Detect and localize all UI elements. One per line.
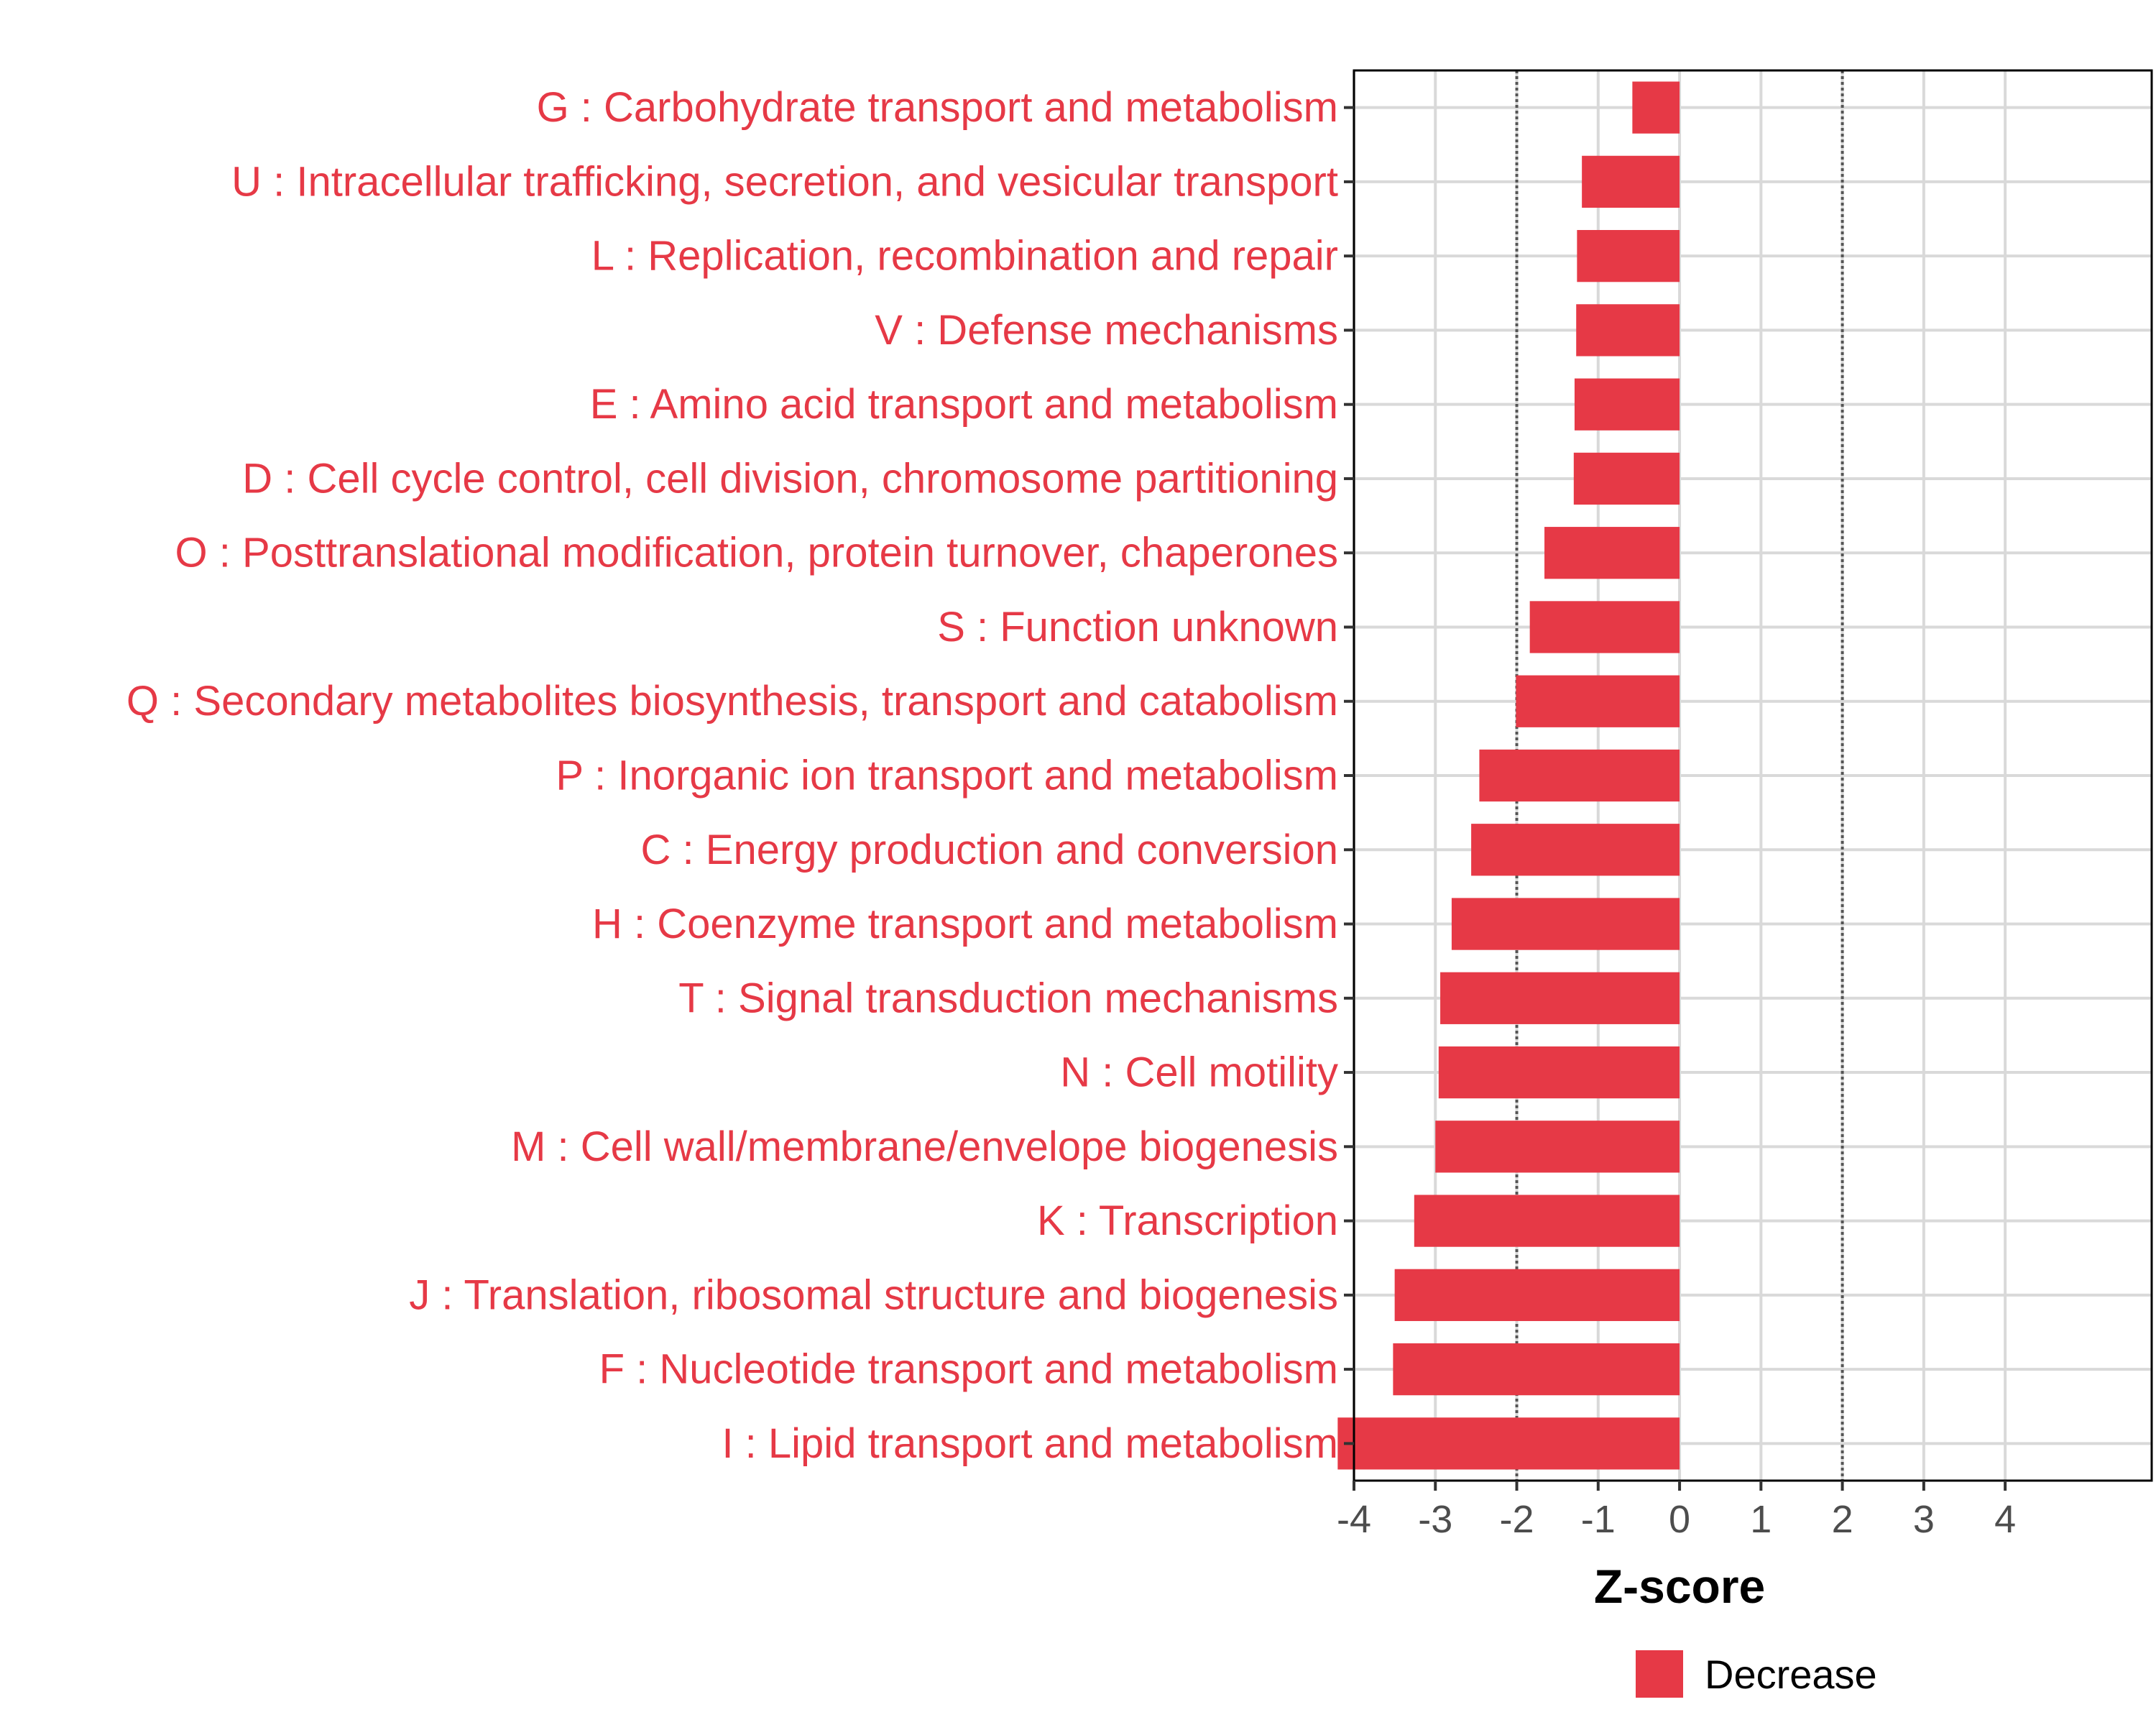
category-label: N : Cell motility [1060, 1049, 1338, 1096]
legend-label-decrease: Decrease [1705, 1652, 1877, 1697]
bar [1479, 749, 1680, 802]
category-labels: G : Carbohydrate transport and metabolis… [126, 84, 1338, 1467]
bar [1573, 452, 1680, 505]
category-label: D : Cell cycle control, cell division, c… [242, 455, 1338, 502]
x-tick-label: 4 [1994, 1498, 2016, 1541]
bar [1577, 230, 1680, 282]
category-label: T : Signal transduction mechanisms [678, 975, 1338, 1021]
bars [1337, 81, 1680, 1470]
bar [1435, 1121, 1680, 1173]
category-label: L : Replication, recombination and repai… [591, 233, 1338, 280]
bar [1544, 527, 1680, 579]
category-label: C : Energy production and conversion [641, 827, 1338, 873]
bar [1451, 898, 1680, 950]
bar [1529, 601, 1680, 653]
bar [1394, 1269, 1680, 1321]
category-label: G : Carbohydrate transport and metabolis… [537, 84, 1338, 131]
bar [1471, 824, 1680, 876]
x-axis-ticks: -4 -3 -2 -1 0 1 2 3 4 [1337, 1481, 2016, 1541]
category-label: K : Transcription [1037, 1197, 1338, 1244]
category-label: O : Posttranslational modification, prot… [175, 530, 1338, 576]
bar [1516, 675, 1680, 727]
bar [1337, 1417, 1680, 1470]
category-label: F : Nucleotide transport and metabolism [599, 1346, 1338, 1393]
category-label: S : Function unknown [937, 604, 1338, 650]
x-tick-label: 1 [1750, 1498, 1772, 1541]
bar [1574, 378, 1680, 431]
bar [1438, 1046, 1680, 1099]
bar [1440, 972, 1680, 1024]
category-label: E : Amino acid transport and metabolism [590, 381, 1338, 428]
x-axis-title: Z-score [1594, 1560, 1765, 1613]
bar [1393, 1343, 1680, 1396]
x-tick-label: 2 [1832, 1498, 1853, 1541]
bar [1632, 81, 1680, 134]
category-label: V : Defense mechanisms [875, 307, 1338, 354]
category-label: Q : Secondary metabolites biosynthesis, … [126, 678, 1338, 724]
grid-lines [1353, 70, 2152, 1481]
x-tick-label: -2 [1500, 1498, 1534, 1541]
x-tick-label: -3 [1418, 1498, 1452, 1541]
category-label: P : Inorganic ion transport and metaboli… [556, 753, 1338, 799]
bar [1582, 155, 1680, 208]
x-tick-label: -1 [1581, 1498, 1616, 1541]
category-label: I : Lipid transport and metabolism [722, 1420, 1338, 1467]
bar [1576, 304, 1680, 356]
bar [1414, 1195, 1680, 1247]
x-tick-label: 3 [1913, 1498, 1935, 1541]
legend-key-decrease [1636, 1650, 1683, 1698]
category-label: M : Cell wall/membrane/envelope biogenes… [511, 1123, 1338, 1170]
category-label: U : Intracellular trafficking, secretion… [231, 158, 1338, 205]
x-tick-label: -4 [1337, 1498, 1371, 1541]
category-label: H : Coenzyme transport and metabolism [592, 901, 1338, 947]
legend: Decrease [1636, 1650, 1877, 1698]
x-tick-label: 0 [1669, 1498, 1690, 1541]
y-axis-ticks [1344, 106, 1354, 1445]
category-label: J : Translation, ribosomal structure and… [409, 1271, 1338, 1318]
